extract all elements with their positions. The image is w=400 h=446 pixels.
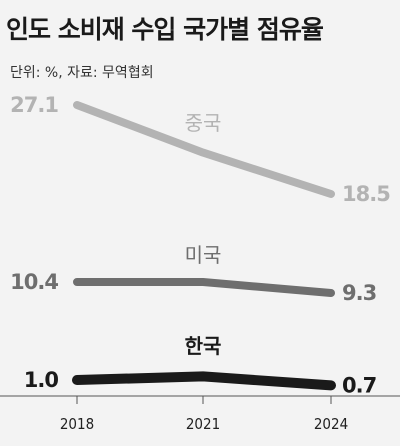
series-line [73,278,335,297]
x-tick-label: 2024 [314,415,348,433]
series-line [72,371,336,391]
data-label: 27.1 [10,93,58,117]
data-label: 10.4 [10,270,58,294]
chart-subtitle: 단위: %, 자료: 무역협회 [10,65,154,81]
chart-title: 인도 소비재 수입 국가별 점유율 [6,15,324,44]
x-tick-label: 2021 [186,415,220,433]
series-name-label: 한국 [185,334,222,358]
data-label: 0.7 [342,373,376,397]
data-label: 9.3 [342,281,376,305]
data-label: 18.5 [342,182,390,206]
series-line [73,101,335,198]
series-name-label: 중국 [185,111,222,135]
x-tick-label: 2018 [60,415,94,433]
series-name-label: 미국 [185,243,222,267]
data-label: 1.0 [24,368,59,392]
